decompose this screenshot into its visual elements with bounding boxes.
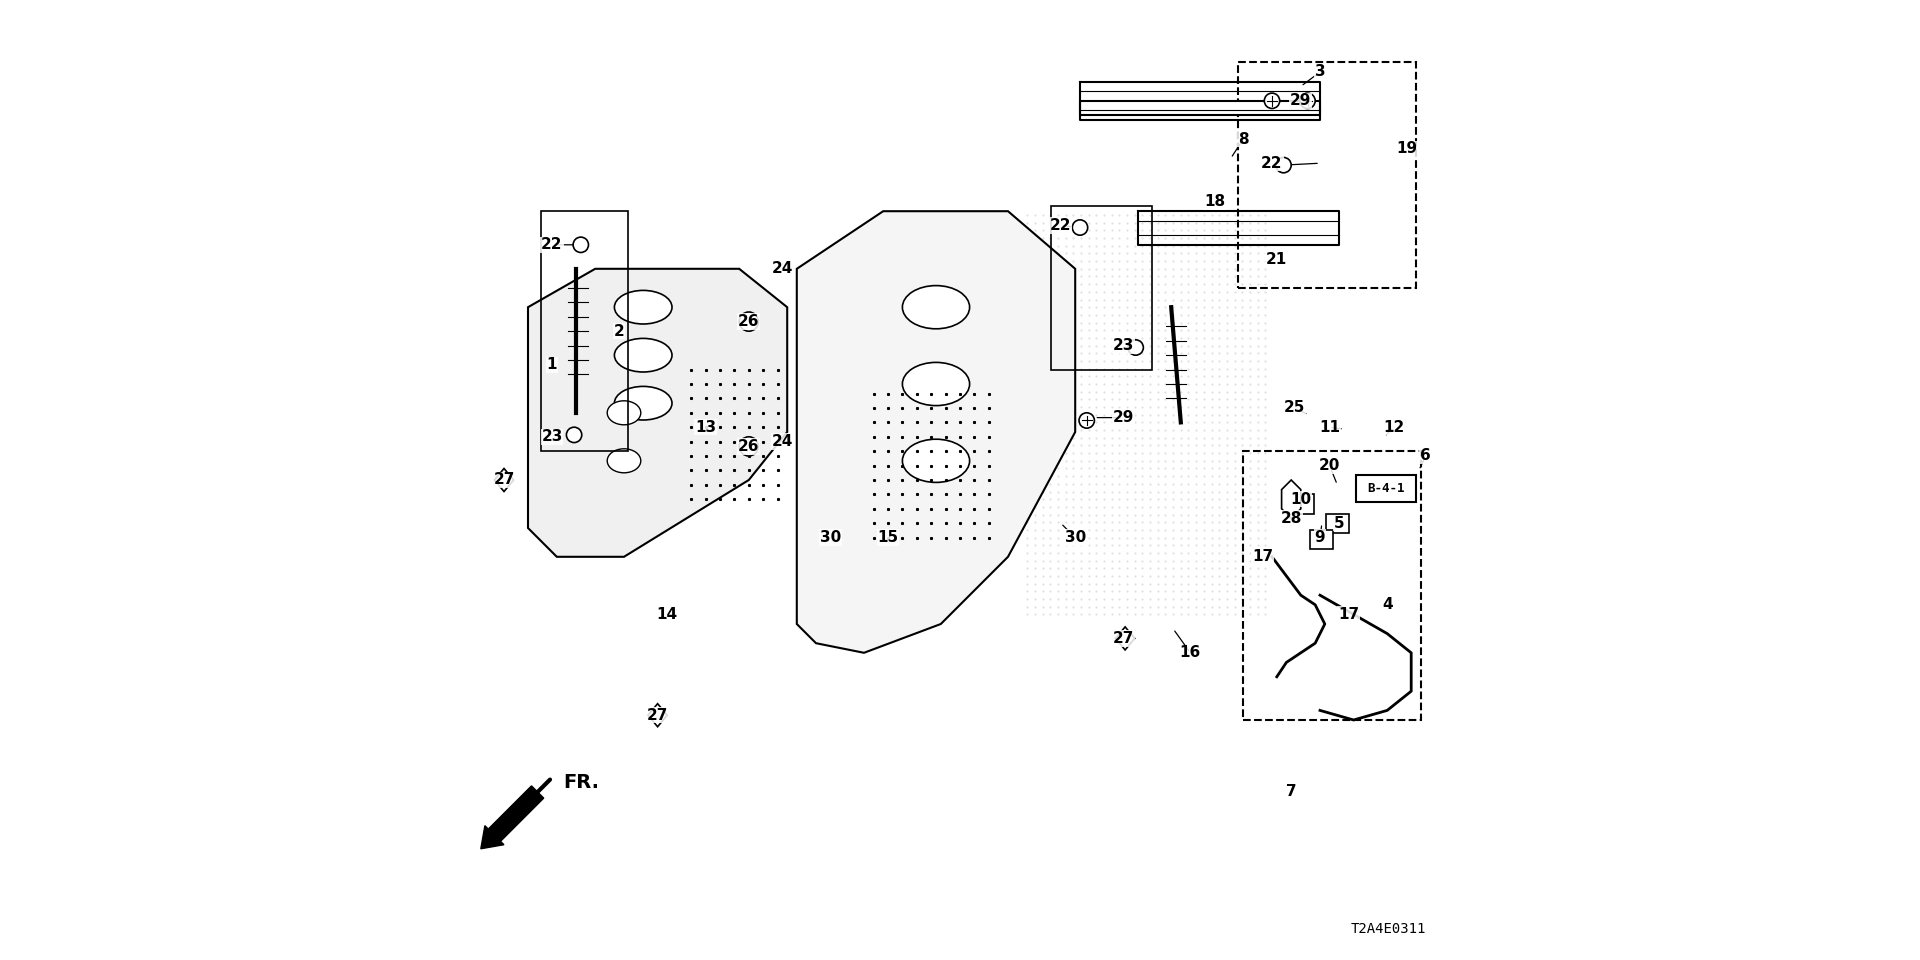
Bar: [1290, 494, 1313, 514]
Ellipse shape: [614, 339, 672, 372]
Text: 2: 2: [614, 324, 624, 339]
Circle shape: [739, 437, 758, 456]
Polygon shape: [1116, 627, 1135, 650]
Text: 6: 6: [1421, 448, 1430, 464]
Text: 27: 27: [493, 472, 515, 488]
Text: 27: 27: [1112, 631, 1135, 646]
Bar: [541, 211, 628, 451]
Bar: [1356, 475, 1417, 502]
Circle shape: [1071, 220, 1087, 235]
Text: 29: 29: [1112, 410, 1135, 425]
Ellipse shape: [902, 439, 970, 482]
Circle shape: [566, 427, 582, 443]
Text: 22: 22: [1050, 218, 1071, 233]
Text: 22: 22: [541, 237, 563, 252]
Text: 1: 1: [547, 357, 557, 372]
Ellipse shape: [607, 401, 641, 425]
Text: 14: 14: [657, 607, 678, 622]
Text: FR.: FR.: [564, 773, 599, 792]
Ellipse shape: [902, 285, 970, 328]
Bar: [1238, 62, 1417, 288]
Text: 23: 23: [541, 429, 563, 444]
Text: 4: 4: [1382, 597, 1392, 612]
Polygon shape: [528, 269, 787, 557]
Text: T2A4E0311: T2A4E0311: [1350, 922, 1425, 936]
Polygon shape: [1283, 480, 1302, 518]
Circle shape: [572, 237, 588, 252]
Ellipse shape: [607, 448, 641, 472]
Bar: [1050, 206, 1152, 370]
Text: 17: 17: [1338, 607, 1359, 622]
Text: 30: 30: [820, 530, 841, 545]
Text: 5: 5: [1334, 516, 1344, 531]
Text: 21: 21: [1265, 252, 1288, 267]
Polygon shape: [495, 468, 515, 492]
Text: 8: 8: [1238, 132, 1248, 147]
Text: 23: 23: [1112, 338, 1135, 353]
Text: 28: 28: [1281, 511, 1302, 526]
Text: 7: 7: [1286, 784, 1296, 800]
Text: 3: 3: [1315, 64, 1325, 80]
Circle shape: [1079, 413, 1094, 428]
Text: 30: 30: [1064, 530, 1087, 545]
Text: 24: 24: [772, 434, 793, 449]
Polygon shape: [649, 704, 668, 727]
Text: 11: 11: [1319, 420, 1340, 435]
Text: B-4-1: B-4-1: [1367, 482, 1405, 495]
Circle shape: [1129, 340, 1144, 355]
Ellipse shape: [614, 290, 672, 324]
FancyArrow shape: [480, 786, 543, 849]
Text: 19: 19: [1396, 141, 1417, 156]
Text: 16: 16: [1179, 645, 1202, 660]
Text: 10: 10: [1290, 492, 1311, 507]
Text: 20: 20: [1319, 458, 1340, 473]
Text: 12: 12: [1382, 420, 1405, 435]
Bar: [1325, 514, 1348, 533]
Circle shape: [739, 312, 758, 331]
Bar: [1309, 530, 1332, 549]
Polygon shape: [797, 211, 1075, 653]
Text: 17: 17: [1252, 549, 1273, 564]
Text: 18: 18: [1204, 194, 1225, 209]
Ellipse shape: [614, 387, 672, 420]
Text: 22: 22: [1261, 156, 1283, 171]
Text: 27: 27: [647, 708, 668, 723]
Text: 15: 15: [877, 530, 899, 545]
Text: 13: 13: [695, 420, 716, 435]
Text: 24: 24: [772, 261, 793, 276]
Polygon shape: [1018, 211, 1267, 624]
Text: 26: 26: [737, 314, 760, 329]
Ellipse shape: [902, 362, 970, 405]
Circle shape: [1300, 93, 1315, 108]
Circle shape: [1263, 93, 1279, 108]
Circle shape: [1275, 157, 1290, 173]
Text: 9: 9: [1315, 530, 1325, 545]
Text: 29: 29: [1290, 93, 1311, 108]
Bar: [1244, 451, 1421, 720]
Text: 25: 25: [1283, 400, 1306, 416]
Text: 26: 26: [737, 439, 760, 454]
